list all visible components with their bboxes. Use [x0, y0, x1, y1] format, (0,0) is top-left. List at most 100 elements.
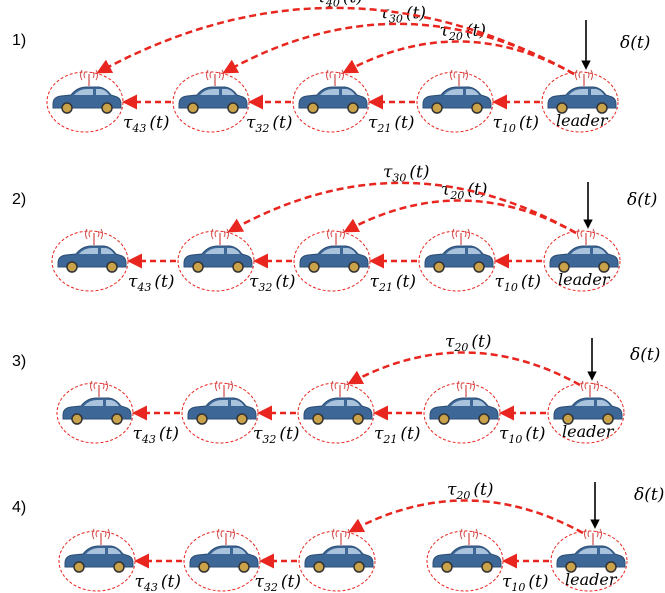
car-icon [52, 69, 122, 114]
leader-node: leader [547, 380, 625, 444]
antenna-icon [215, 380, 233, 397]
car-icon [553, 380, 623, 425]
antenna-icon [584, 528, 602, 545]
antenna-icon [457, 380, 475, 397]
edge-label-tau32: τ32 (t) [249, 272, 296, 294]
vehicle-node-4 [58, 528, 136, 592]
edge-label-tau32: τ32 (t) [253, 424, 300, 446]
car-icon [422, 69, 492, 114]
scenario-number: 3) [12, 353, 26, 370]
edge-label-tau43: τ43 (t) [133, 424, 180, 446]
antenna-icon [85, 228, 103, 245]
arc-label-tau40: τ40(t) [317, 0, 364, 9]
leader-label: leader [562, 422, 615, 441]
vehicle-node-1 [423, 380, 501, 444]
car-icon [57, 228, 127, 273]
antenna-icon [90, 380, 108, 397]
car-icon [62, 380, 132, 425]
arc-arrow-tau20 [348, 499, 584, 535]
antenna-icon [331, 380, 349, 397]
edge-label-tau43: τ43 (t) [128, 272, 175, 294]
vehicle-node-2 [298, 528, 376, 592]
vehicle-node-2 [292, 69, 370, 133]
delta-label: δ(t) [630, 345, 660, 365]
car-icon [299, 228, 369, 273]
antenna-icon [92, 528, 110, 545]
vehicle-node-3 [172, 69, 250, 133]
edge-label-tau21: τ21 (t) [374, 424, 421, 446]
arc-arrow-tau30 [222, 22, 575, 76]
car-icon [549, 228, 619, 273]
car-icon [556, 528, 626, 573]
scenario-number: 1) [12, 32, 26, 49]
car-icon [64, 528, 134, 573]
antenna-icon [80, 69, 98, 86]
arc-arrow-tau30 [227, 181, 577, 235]
antenna-icon [211, 228, 229, 245]
antenna-icon [577, 228, 595, 245]
vehicle-node-2 [297, 380, 375, 444]
scenario-3: 3) leader τ10 (t) τ21 (t) τ32 (t) τ43 (t) τ20 (t) δ(… [12, 332, 660, 446]
vehicle-node-3 [181, 380, 259, 444]
vehicle-node-1 [426, 528, 504, 592]
vehicle-node-4 [46, 69, 124, 133]
delta-label: δ(t) [627, 190, 657, 210]
vehicle-node-4 [56, 380, 134, 444]
vehicle-node-3 [177, 228, 255, 292]
vehicle-node-2 [293, 228, 371, 292]
arc-arrow-tau20 [343, 199, 577, 235]
edge-label-tau43: τ43 (t) [135, 572, 182, 593]
scenario-4: 4) leader τ10 (t) τ32 (t) τ43 (t) τ20 (t) δ(t) [12, 480, 664, 593]
leader-label: leader [558, 270, 611, 289]
arc-label-tau20: τ20 (t) [441, 180, 488, 202]
edge-label-tau21: τ21 (t) [370, 272, 417, 294]
scenario-2: 2) leader τ10 (t) τ21 (t) τ32 (t) τ43 (t) τ20 (t) τ3… [12, 162, 657, 294]
vehicle-node-3 [183, 528, 261, 592]
antenna-icon [326, 69, 344, 86]
leader-node: leader [541, 69, 619, 133]
antenna-icon [460, 528, 478, 545]
antenna-icon [575, 69, 593, 86]
arc-arrow-tau20 [347, 351, 581, 387]
edge-label-tau10: τ10 (t) [502, 572, 549, 593]
car-icon [304, 528, 374, 573]
arc-label-tau30: τ30 (t) [380, 3, 427, 25]
antenna-icon [332, 528, 350, 545]
car-icon [187, 380, 257, 425]
edge-label-tau43: τ43 (t) [123, 113, 170, 135]
arc-label-tau20: τ20 (t) [447, 480, 494, 502]
edge-label-tau32: τ32 (t) [255, 572, 302, 593]
vehicle-node-1 [418, 228, 496, 292]
arc-label-tau30: τ30 (t) [383, 162, 430, 184]
leader-label: leader [565, 570, 618, 589]
antenna-icon [206, 69, 224, 86]
car-icon [424, 228, 494, 273]
leader-node: leader [543, 228, 621, 292]
arc-label-tau20: τ20 (t) [445, 332, 492, 354]
antenna-icon [452, 228, 470, 245]
antenna-icon [217, 528, 235, 545]
antenna-icon [581, 380, 599, 397]
delta-label: δ(t) [634, 485, 664, 505]
car-icon [429, 380, 499, 425]
scenario-number: 2) [12, 191, 26, 208]
arc-arrow-tau40 [96, 6, 575, 76]
leader-label: leader [556, 111, 609, 130]
car-icon [178, 69, 248, 114]
car-icon [189, 528, 259, 573]
car-icon [303, 380, 373, 425]
car-icon [547, 69, 617, 114]
car-icon [183, 228, 253, 273]
edge-label-tau10: τ10 (t) [495, 272, 542, 294]
vehicle-node-1 [416, 69, 494, 133]
scenario-number: 4) [12, 499, 26, 516]
edge-label-tau21: τ21 (t) [368, 113, 415, 135]
edge-label-tau10: τ10 (t) [499, 424, 546, 446]
antenna-icon [450, 69, 468, 86]
vehicle-node-4 [51, 228, 129, 292]
edge-label-tau10: τ10 (t) [493, 113, 540, 135]
car-icon [432, 528, 502, 573]
antenna-icon [327, 228, 345, 245]
